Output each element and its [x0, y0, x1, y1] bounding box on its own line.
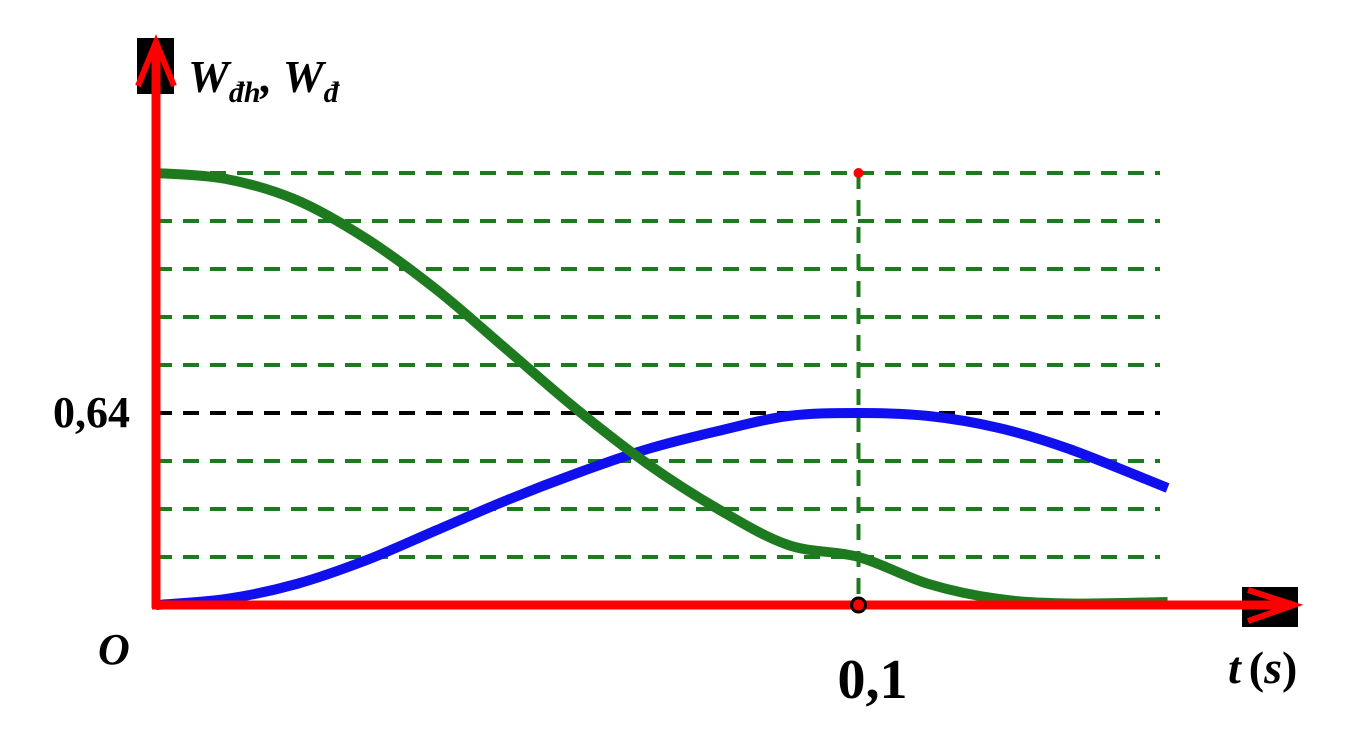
- x-axis-arrowhead: [1247, 587, 1304, 624]
- marker-axis-point: [850, 596, 867, 614]
- axes: [135, 34, 1304, 627]
- y-tick-label: 0,64: [53, 388, 130, 437]
- markers: [850, 168, 867, 614]
- y-axis-label-subscript-1: đh: [229, 76, 261, 109]
- grid-lines: [156, 171, 1160, 605]
- x-axis-label-unit: s: [1263, 642, 1282, 693]
- x-tick-label: 0,1: [838, 649, 908, 711]
- y-axis-label-symbol-1: W: [188, 51, 232, 102]
- series-line-1: [155, 168, 1168, 609]
- labels: Wđh, Wđ 0,64 0,1 O t (s): [53, 51, 1297, 711]
- y-axis-label-symbol-2: W: [283, 51, 327, 102]
- origin-label: O: [98, 625, 130, 674]
- x-axis-label: t (s): [1228, 642, 1297, 693]
- y-axis-label-separator: ,: [260, 51, 283, 102]
- series-lines: [155, 168, 1170, 610]
- x-axis-label-paren-open: (: [1249, 642, 1264, 693]
- y-axis-label-subscript-2: đ: [324, 76, 341, 109]
- y-axis-label: Wđh, Wđ: [188, 51, 341, 109]
- x-axis-label-variable: t: [1228, 642, 1242, 693]
- marker-top-dot: [853, 168, 864, 178]
- x-axis-label-paren-close: ): [1282, 642, 1297, 693]
- y-axis-arrowhead: [135, 34, 177, 88]
- series-line-0: [155, 408, 1170, 610]
